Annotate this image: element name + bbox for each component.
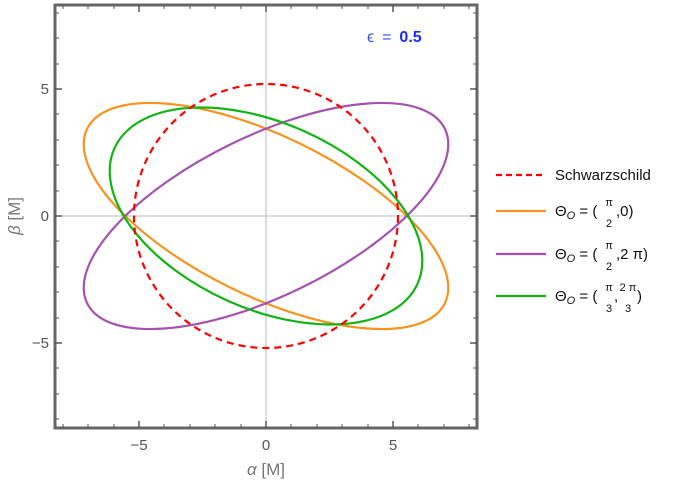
curve-schwarzschild [132, 82, 400, 350]
y-tick-label: −5 [32, 335, 49, 352]
y-axis-label: β [M] [5, 197, 24, 236]
curves [82, 82, 450, 350]
svg-text:2 π: 2 π [620, 282, 637, 294]
curve-pi2-0 [82, 101, 450, 331]
x-tick-label: 0 [262, 437, 270, 454]
legend-label-green: ΘO = ( π 3 , 2 π 3 ) [555, 282, 642, 315]
svg-text:ΘO = (: ΘO = ( [555, 203, 597, 222]
svg-text:ΘO = (: ΘO = ( [555, 246, 597, 265]
svg-text:,: , [614, 288, 618, 305]
x-tick-label: 5 [389, 437, 397, 454]
svg-text:π: π [605, 282, 613, 294]
svg-text:,2 π): ,2 π) [616, 246, 648, 263]
svg-text:π: π [605, 197, 613, 209]
svg-text:3: 3 [625, 303, 631, 315]
legend-label-schwarzschild: Schwarzschild [555, 167, 651, 184]
svg-text:3: 3 [606, 303, 612, 315]
x-axis-label: α [M] [247, 460, 285, 479]
y-tick-label: 0 [41, 208, 49, 225]
svg-text:2: 2 [606, 218, 612, 230]
legend-label-orange: ΘO = ( π 2 ,0) [555, 197, 634, 230]
legend-label-purple: ΘO = ( π 2 ,2 π) [555, 240, 648, 273]
x-tick-label: −5 [130, 437, 147, 454]
legend: Schwarzschild ΘO = ( π 2 ,0) ΘO = ( π 2 … [555, 167, 651, 315]
svg-text:2: 2 [606, 261, 612, 273]
curve-pi3-2pi3 [108, 106, 424, 326]
minor-ticks [55, 5, 477, 428]
svg-text:ΘO = (: ΘO = ( [555, 288, 597, 307]
curve-pi2-2pi [82, 101, 450, 331]
svg-text:): ) [637, 288, 642, 305]
epsilon-annotation: ϵ = 0.5 [367, 29, 422, 46]
svg-text:π: π [605, 240, 613, 252]
svg-text:,0): ,0) [616, 203, 634, 220]
ticks [55, 5, 477, 428]
y-tick-label: 5 [41, 81, 49, 98]
